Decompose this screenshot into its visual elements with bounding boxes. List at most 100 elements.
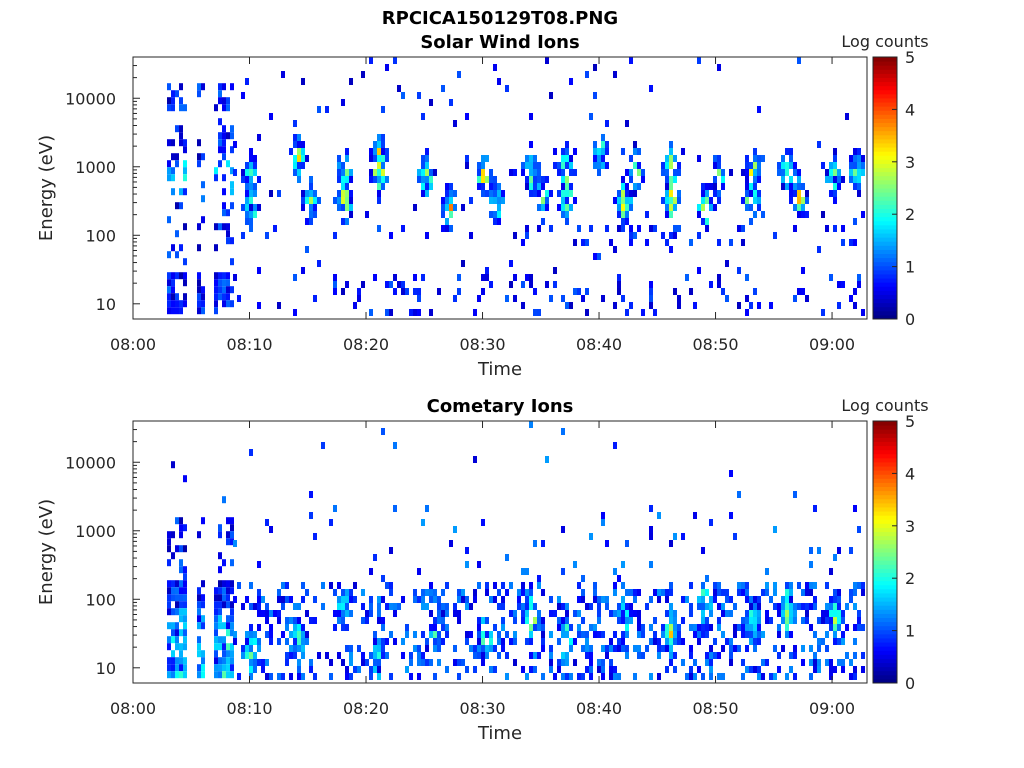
colorbar-segment (873, 282, 897, 287)
heat-cell (537, 582, 541, 589)
heat-cell (421, 169, 425, 176)
heat-cell (269, 631, 273, 638)
heat-cell (341, 603, 345, 610)
heat-cell (377, 652, 381, 659)
heat-cell (649, 526, 653, 533)
heat-cell (201, 181, 205, 189)
heat-cell (557, 162, 561, 169)
heat-cell (825, 659, 829, 666)
colorbar-segment (873, 637, 897, 643)
heat-cell (717, 617, 721, 624)
heat-cell (214, 223, 218, 231)
heat-cell (226, 286, 230, 294)
heat-cell (529, 162, 533, 169)
colorbar-segment (873, 306, 897, 312)
heat-cell (183, 573, 187, 581)
y-tick-label: 10000 (65, 453, 116, 472)
colorbar-segment (873, 85, 897, 91)
heat-cell (537, 617, 541, 624)
heat-cell (665, 197, 669, 204)
heat-cell (222, 496, 226, 504)
heat-cell (183, 293, 187, 301)
heat-cell (805, 582, 809, 589)
heat-cell (317, 652, 321, 659)
heat-cell (253, 652, 257, 659)
heat-cell (741, 673, 745, 680)
heat-cell (197, 293, 201, 301)
heat-cell (581, 645, 585, 652)
heat-cell (541, 176, 545, 183)
heat-cell (661, 232, 665, 239)
heat-cell (545, 204, 549, 211)
heat-cell (393, 288, 397, 295)
heat-cell (167, 286, 171, 294)
x-tick-label: 08:10 (226, 335, 272, 354)
heat-cell (709, 645, 713, 652)
heat-cell (481, 190, 485, 197)
heat-cell (489, 197, 493, 204)
heat-cell (226, 230, 230, 238)
heat-cell (541, 204, 545, 211)
heat-cell (565, 190, 569, 197)
heat-cell (617, 638, 621, 645)
heat-cell (249, 652, 253, 659)
heat-cell (585, 645, 589, 652)
heat-cell (725, 260, 729, 267)
heat-cell (421, 596, 425, 603)
heat-cell (857, 169, 861, 176)
heat-cell (214, 167, 218, 175)
heat-cell (497, 204, 501, 211)
heat-cell (733, 533, 737, 540)
heat-cell (805, 197, 809, 204)
heat-cell (245, 211, 249, 218)
heat-cell (597, 603, 601, 610)
heat-cell (171, 580, 175, 588)
heat-cell (625, 631, 629, 638)
heat-cell (781, 155, 785, 162)
heat-cell (233, 141, 237, 148)
colorbar-segment (873, 81, 897, 87)
heat-cell (697, 666, 701, 673)
heat-cell (175, 307, 179, 315)
heat-cell (171, 104, 175, 112)
heat-cell (413, 274, 417, 281)
heat-cell (665, 631, 669, 638)
heat-cell (405, 631, 409, 638)
heat-cell (445, 582, 449, 589)
heat-cell (533, 162, 537, 169)
heat-cell (653, 225, 657, 232)
heat-cell (601, 659, 605, 666)
colorbar-segment (873, 257, 897, 263)
colorbar-segment (873, 617, 897, 623)
heat-cell (849, 169, 853, 176)
heat-cell (179, 517, 183, 525)
heat-cell (809, 582, 813, 589)
heat-cell (197, 622, 201, 630)
heat-cell (421, 603, 425, 610)
heat-cell (833, 225, 837, 232)
heat-cell (175, 160, 179, 168)
heat-cell (341, 589, 345, 596)
colorbar-segment (873, 65, 897, 70)
heat-cell (497, 603, 501, 610)
heat-cell (218, 272, 222, 280)
heat-cell (525, 610, 529, 617)
heat-cell (769, 673, 773, 680)
heat-cell (429, 596, 433, 603)
heat-cell (381, 617, 385, 624)
heat-cell (421, 176, 425, 183)
heat-cell (301, 148, 305, 155)
heat-cell (797, 183, 801, 190)
heat-cell (641, 169, 645, 176)
heat-cell (701, 183, 705, 190)
heat-cell (337, 190, 341, 197)
heat-cell (525, 568, 529, 575)
heat-cell (183, 475, 187, 483)
heat-cell (593, 92, 597, 99)
heat-cell (389, 232, 393, 239)
heat-cell (785, 624, 789, 631)
heat-cell (230, 657, 234, 665)
heat-cell (837, 610, 841, 617)
heat-cell (737, 645, 741, 652)
heat-cell (465, 638, 469, 645)
